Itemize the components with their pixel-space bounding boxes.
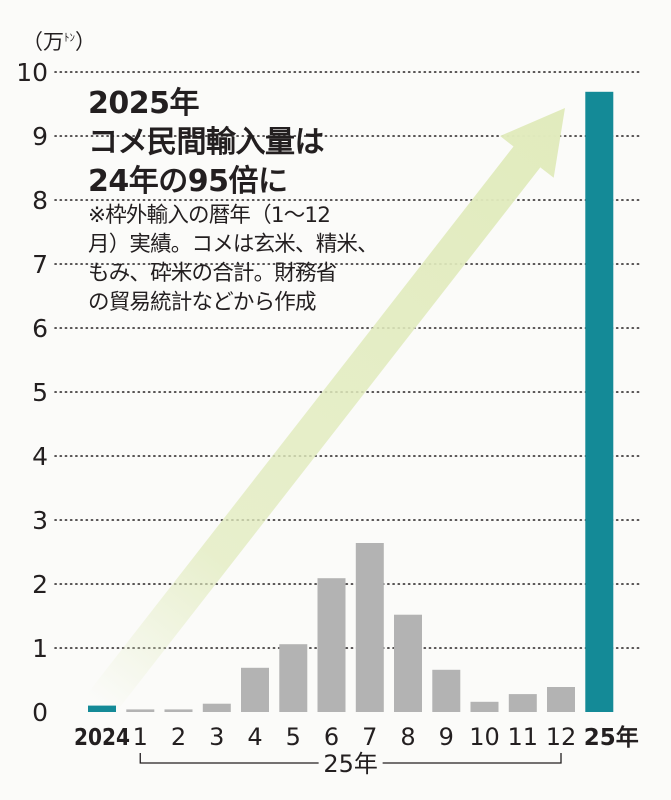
bar-7	[355, 543, 384, 712]
note-line: の貿易統計などから作成	[88, 290, 317, 315]
chart-title: 2025年 コメ民間輸入量は 24年の95倍に	[88, 84, 325, 201]
x-tick-label: 1	[133, 723, 148, 751]
x-tick-label: 12	[546, 723, 577, 751]
y-tick-label: 10	[16, 58, 48, 87]
chart-note: ※枠外輸入の暦年（1〜12 月）実績。コメは玄米、精米、 もみ、砕米の合計。財務…	[88, 201, 418, 317]
y-axis-unit-label: （万ﾄﾝ）	[22, 30, 96, 54]
chart-title-line: 2025年	[88, 86, 200, 121]
bar-25年	[585, 91, 614, 713]
bar-4	[241, 667, 269, 712]
bar-8	[394, 614, 422, 712]
bar-3	[202, 703, 231, 712]
x-tick-label: 5	[286, 723, 301, 751]
y-tick-label: 1	[32, 634, 48, 663]
x-tick-label: 10	[469, 723, 500, 751]
note-line: 月）実績。コメは玄米、精米、	[88, 232, 379, 257]
x-tick-label: 6	[324, 723, 339, 751]
note-line: ※枠外輸入の暦年（1〜12	[88, 203, 331, 228]
y-tick-label: 0	[32, 698, 48, 727]
x-tick-label: 25年	[584, 724, 639, 751]
x-tick-label: 8	[400, 723, 415, 751]
chart-title-line: コメ民間輸入量は	[88, 125, 325, 160]
y-tick-label: 8	[32, 186, 48, 215]
bar-2024	[88, 705, 116, 712]
y-tick-label: 3	[32, 506, 48, 535]
chart-title-line: 24年の95倍に	[88, 164, 288, 199]
bar-2	[164, 709, 193, 712]
bar-10	[470, 701, 499, 712]
x-tick-label: 11	[508, 723, 539, 751]
x-tick-label: 9	[439, 723, 454, 751]
x-tick-label: 2024	[74, 725, 130, 751]
x-tick-label: 4	[247, 723, 262, 751]
group-bracket-left	[139, 753, 319, 764]
y-tick-label: 9	[32, 122, 48, 151]
x-tick-label: 3	[209, 723, 224, 751]
bar-5	[279, 644, 308, 712]
group-bracket-right	[382, 753, 562, 764]
y-tick-label: 4	[32, 442, 48, 471]
bar-9	[432, 669, 461, 712]
group-label: 25年	[323, 750, 378, 778]
bar-11	[508, 694, 537, 712]
bar-12	[547, 687, 575, 712]
y-axis-unit: 万	[43, 30, 64, 54]
x-tick-label: 2	[171, 723, 186, 751]
x-tick-label: 7	[362, 723, 377, 751]
note-line: もみ、砕米の合計。財務省	[88, 261, 337, 286]
y-tick-label: 2	[32, 570, 48, 599]
y-axis-unit-suffix: ﾄﾝ	[64, 31, 75, 44]
rising-arrow-icon	[86, 108, 565, 716]
bar-6	[317, 578, 346, 712]
y-tick-label: 5	[32, 378, 48, 407]
bar-1	[126, 709, 155, 712]
y-tick-label: 6	[32, 314, 48, 343]
y-tick-label: 7	[32, 250, 48, 279]
